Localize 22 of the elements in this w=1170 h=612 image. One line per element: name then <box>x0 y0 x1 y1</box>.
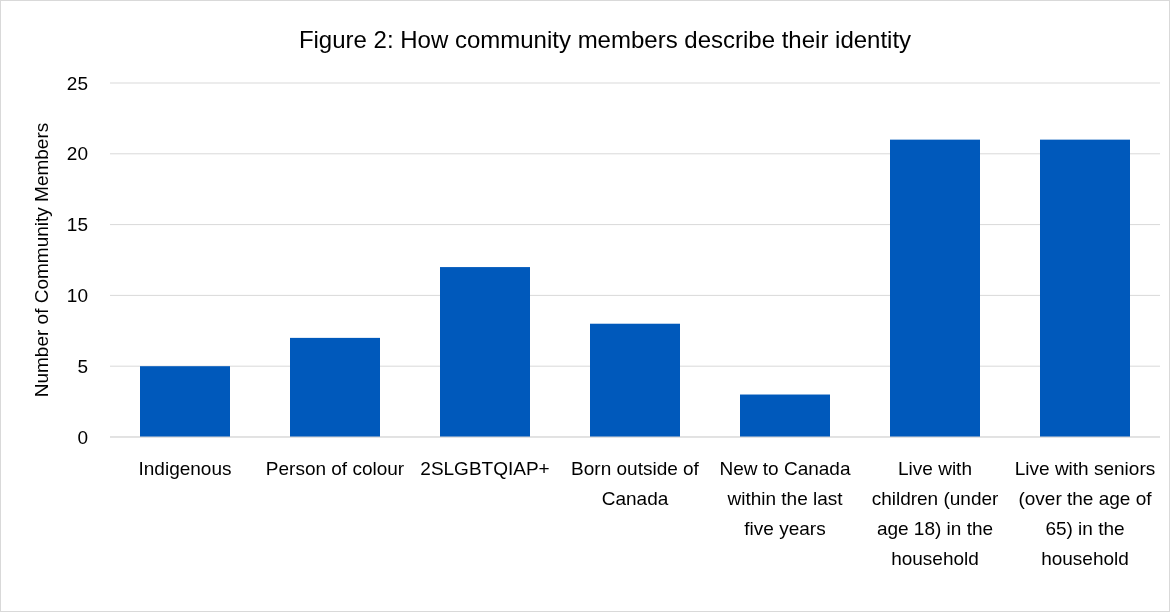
bar <box>140 366 230 437</box>
x-tick-label: Live with children (under age 18) in the household <box>871 458 1000 569</box>
x-tick-label: 2SLGBTQIAP+ <box>420 458 550 479</box>
bar <box>890 139 980 437</box>
bar <box>740 394 830 437</box>
y-tick-label: 10 <box>66 285 88 307</box>
bar <box>440 267 530 437</box>
x-tick-label: Born outside of Canada <box>571 458 700 509</box>
x-tick-label: Live with seniors (over the age of 65) in the household <box>1014 458 1156 569</box>
chart-title: Figure 2: How community members describe their identity <box>298 26 912 53</box>
bar <box>1040 139 1130 437</box>
bar <box>590 323 680 437</box>
x-tick-label: Indigenous <box>138 458 232 479</box>
bar <box>290 337 380 437</box>
y-tick-label: 20 <box>66 143 88 165</box>
x-tick-label: Person of colour <box>265 458 405 479</box>
y-tick-label: 15 <box>66 214 88 236</box>
y-tick-label: 0 <box>77 426 88 448</box>
y-axis-title: Number of Community Members <box>31 122 52 398</box>
y-tick-label: 25 <box>66 72 88 94</box>
x-tick-label: New to Canada within the last five years <box>719 458 851 539</box>
y-tick-label: 5 <box>77 355 88 377</box>
